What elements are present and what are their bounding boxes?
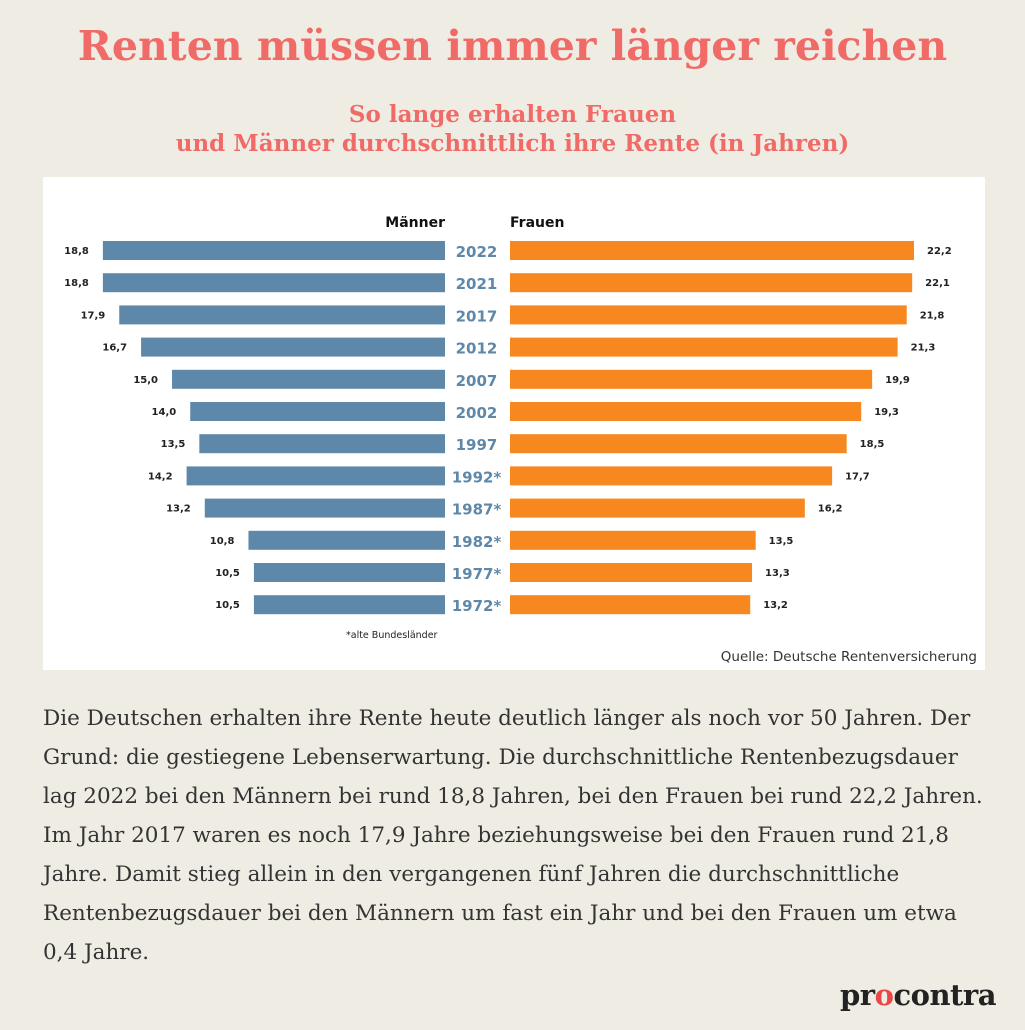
bar-maenner: [199, 434, 445, 454]
value-label-frauen: 16,2: [818, 504, 843, 515]
chart-panel: Männer Frauen 18,8 22,2 2022 18,8 22,1 2021 17,9…: [43, 177, 985, 670]
value-label-maenner: 13,5: [161, 439, 186, 450]
subtitle-line-2: und Männer durchschnittlich ihre Rente (…: [175, 130, 850, 157]
bar-maenner: [119, 305, 445, 325]
value-label-frauen: 22,1: [925, 278, 950, 289]
bar-maenner: [102, 241, 445, 260]
bar-maenner: [190, 402, 445, 421]
year-label: 2017: [456, 307, 498, 325]
bar-maenner: [102, 273, 445, 293]
value-label-frauen: 19,3: [874, 407, 899, 418]
year-label: 1982*: [452, 533, 502, 551]
bar-frauen: [510, 595, 751, 615]
value-label-frauen: 21,3: [911, 343, 936, 354]
legend-maenner: Männer: [385, 215, 445, 231]
chart-subtitle: So lange erhalten Frauen und Männer durc…: [0, 100, 1025, 158]
bar-frauen: [510, 498, 805, 518]
value-label-frauen: 21,8: [920, 310, 945, 321]
body-paragraph: Die Deutschen erhalten ihre Rente heute …: [43, 706, 983, 965]
year-label: 2021: [456, 275, 498, 293]
year-label: 2007: [456, 372, 498, 390]
brand-logo[interactable]: procontra: [840, 978, 996, 1012]
value-label-frauen: 17,7: [845, 471, 870, 482]
bar-frauen: [510, 434, 847, 454]
brand-logo-part1: pr: [840, 978, 875, 1012]
bar-frauen: [510, 273, 913, 293]
bar-maenner: [186, 466, 446, 486]
value-label-maenner: 15,0: [133, 375, 158, 386]
value-label-maenner: 14,2: [148, 471, 173, 482]
value-label-frauen: 13,5: [769, 536, 794, 547]
brand-logo-accent: o: [874, 978, 894, 1012]
year-label: 1977*: [452, 565, 502, 583]
chart-footnote: *alte Bundesländer: [346, 630, 438, 641]
bar-frauen: [510, 337, 898, 357]
value-label-maenner: 16,7: [102, 343, 127, 354]
value-label-maenner: 14,0: [152, 407, 177, 418]
year-label: 2022: [456, 243, 498, 261]
bar-frauen: [510, 530, 756, 550]
bar-maenner: [172, 369, 445, 389]
value-label-maenner: 10,8: [210, 536, 235, 547]
value-label-maenner: 10,5: [215, 568, 240, 579]
bar-maenner: [253, 563, 445, 582]
bar-frauen: [510, 466, 833, 486]
bar-frauen: [510, 305, 907, 325]
value-label-frauen: 19,9: [885, 375, 910, 386]
subtitle-line-1: So lange erhalten Frauen: [348, 101, 677, 128]
brand-logo-part2: contra: [893, 978, 996, 1012]
bar-maenner: [204, 498, 445, 518]
bar-maenner: [141, 337, 445, 357]
value-label-maenner: 18,8: [64, 278, 89, 289]
bar-frauen: [510, 402, 862, 421]
bar-frauen: [510, 241, 914, 260]
year-label: 1997: [456, 436, 498, 454]
value-label-maenner: 18,8: [64, 246, 89, 257]
legend-frauen: Frauen: [510, 215, 564, 231]
bar-maenner: [248, 530, 445, 550]
value-label-frauen: 22,2: [927, 246, 952, 257]
butterfly-bar-chart: Männer Frauen 18,8 22,2 2022 18,8 22,1 2021 17,9…: [64, 215, 952, 615]
value-label-frauen: 13,2: [763, 600, 788, 611]
year-label: 1972*: [452, 597, 502, 615]
chart-source: Quelle: Deutsche Rentenversicherung: [720, 649, 977, 665]
value-label-frauen: 18,5: [860, 439, 885, 450]
value-label-maenner: 13,2: [166, 504, 191, 515]
value-label-frauen: 13,3: [765, 568, 790, 579]
value-label-maenner: 10,5: [215, 600, 240, 611]
bar-frauen: [510, 563, 753, 582]
value-label-maenner: 17,9: [81, 310, 106, 321]
year-label: 2012: [456, 340, 498, 358]
year-label: 1987*: [452, 501, 502, 519]
year-label: 1992*: [452, 468, 502, 486]
bar-maenner: [253, 595, 445, 615]
page-title: Renten müssen immer länger reichen: [77, 22, 948, 70]
bar-frauen: [510, 369, 873, 389]
year-label: 2002: [456, 404, 498, 422]
